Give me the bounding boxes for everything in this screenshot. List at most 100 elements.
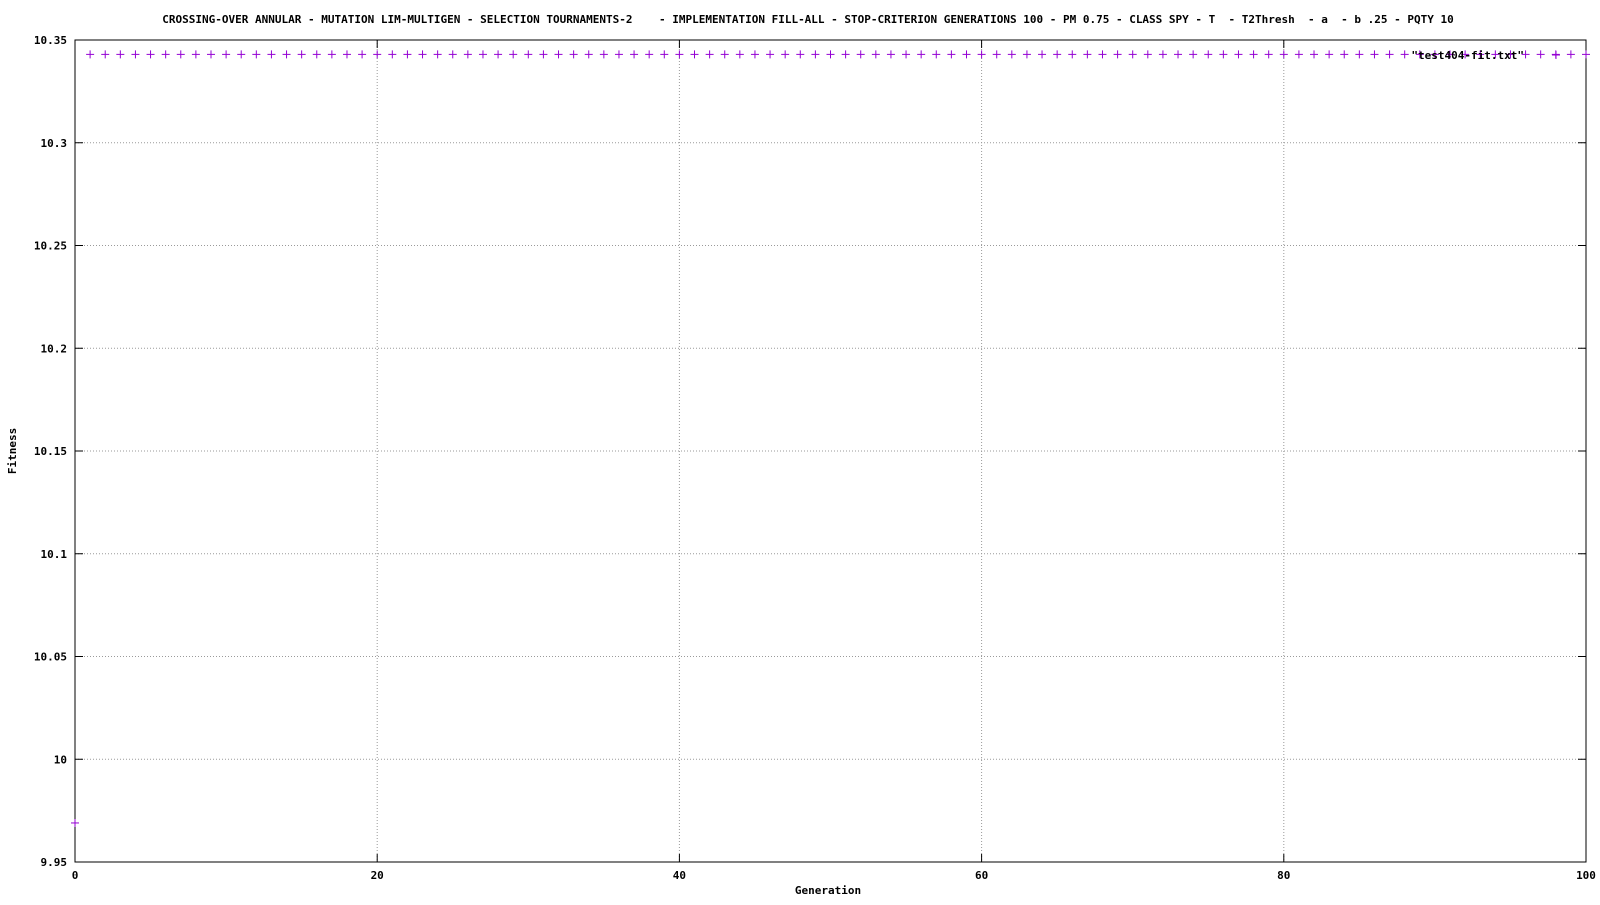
data-point [1098,50,1107,59]
data-point [358,50,367,59]
data-points [71,50,1590,827]
data-point [977,50,986,59]
x-tick-label: 20 [371,869,384,882]
data-point [1385,50,1394,59]
data-point [826,50,835,59]
data-point [433,50,442,59]
data-point [675,50,684,59]
data-point [161,50,170,59]
data-point [1340,50,1349,59]
data-point [1355,50,1364,59]
data-point [1536,50,1545,59]
data-point [584,50,593,59]
data-point [282,50,291,59]
data-point [1446,50,1455,59]
data-point [1430,50,1439,59]
data-point [1370,50,1379,59]
data-point [917,50,926,59]
data-point [705,50,714,59]
x-tick-label: 80 [1277,869,1290,882]
data-point [1400,50,1409,59]
data-point [750,50,759,59]
data-point [1415,50,1424,59]
y-tick-label: 10.15 [34,445,67,458]
y-tick-label: 10.35 [34,34,67,47]
data-point [1491,50,1500,59]
data-point [1068,50,1077,59]
y-tick-label: 9.95 [41,856,68,869]
legend-label: "test404-fit.txt" [1411,49,1524,62]
data-point [297,50,306,59]
data-point [886,50,895,59]
data-point [206,50,215,59]
data-point [1582,50,1590,59]
data-point [992,50,1001,59]
data-point [1204,50,1213,59]
data-point [599,50,608,59]
data-point [962,50,971,59]
data-point [176,50,185,59]
data-point [448,50,457,59]
data-point [131,50,140,59]
data-point [1219,50,1228,59]
data-point [116,50,125,59]
data-point [237,50,246,59]
data-point [222,50,231,59]
data-point [252,50,261,59]
data-point [1566,50,1575,59]
x-tick-label: 40 [673,869,686,882]
data-point [388,50,397,59]
x-tick-label: 60 [975,869,988,882]
data-point [1158,50,1167,59]
data-point [1174,50,1183,59]
chart-title: CROSSING-OVER ANNULAR - MUTATION LIM-MUL… [162,13,1453,26]
x-tick-label: 0 [72,869,79,882]
y-tick-label: 10.25 [34,240,67,253]
data-point [630,50,639,59]
data-point [1234,50,1243,59]
data-point [1053,50,1062,59]
y-tick-label: 10.2 [41,342,68,355]
y-tick-label: 10.05 [34,651,67,664]
x-axis-label: Generation [795,884,861,897]
data-point [1189,50,1198,59]
data-point [1007,50,1016,59]
data-point [342,50,351,59]
data-point [403,50,412,59]
data-point [1294,50,1303,59]
data-point [1143,50,1152,59]
data-point [735,50,744,59]
data-point [478,50,487,59]
y-axis-label: Fitness [6,428,19,474]
data-point [766,50,775,59]
data-point [932,50,941,59]
data-point [1279,50,1288,59]
data-point [267,50,276,59]
data-point [902,50,911,59]
data-point [1249,50,1258,59]
data-point [1461,50,1470,59]
data-point [373,50,382,59]
data-point [1038,50,1047,59]
data-point [1113,50,1122,59]
data-point [494,50,503,59]
data-point [811,50,820,59]
y-tick-label: 10 [54,753,67,766]
data-point [645,50,654,59]
data-point [191,50,200,59]
data-point [720,50,729,59]
data-point [841,50,850,59]
data-point [509,50,518,59]
data-point [463,50,472,59]
data-point [690,50,699,59]
data-point [871,50,880,59]
data-point [660,50,669,59]
data-point [1083,50,1092,59]
data-point [569,50,578,59]
data-point [539,50,548,59]
x-tick-label: 100 [1576,869,1596,882]
data-point [524,50,533,59]
data-point [1476,50,1485,59]
data-point [1521,50,1530,59]
